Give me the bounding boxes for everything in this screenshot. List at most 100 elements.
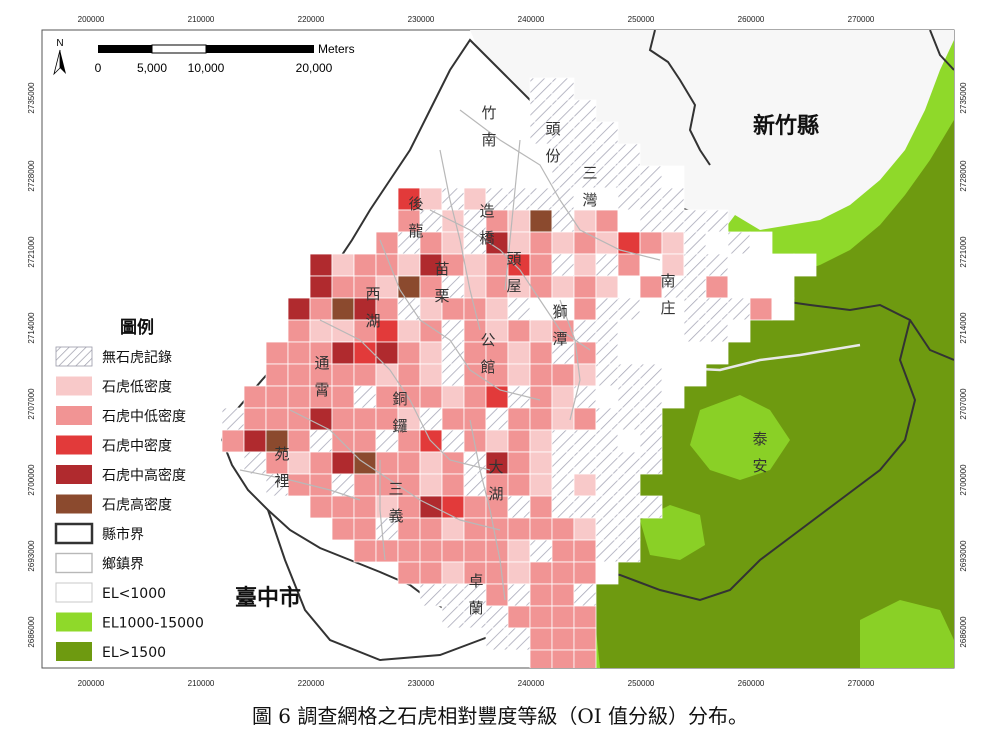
grid-cell	[639, 407, 663, 431]
grid-cell	[529, 319, 553, 343]
grid-cell	[617, 363, 641, 387]
grid-cell	[507, 407, 531, 431]
place-label-taian: 泰安	[752, 430, 767, 475]
grid-cell	[617, 539, 641, 563]
grid-cell	[485, 627, 509, 651]
grid-cell	[529, 473, 553, 497]
grid-cell	[551, 429, 575, 453]
x-tick-label: 270000	[848, 15, 875, 24]
grid-cell	[551, 165, 575, 189]
grid-cell	[331, 517, 355, 541]
grid-cell	[617, 319, 641, 343]
grid-cell	[287, 341, 311, 365]
x-tick-label: 250000	[628, 679, 655, 688]
place-label-yuanli: 苑裡	[274, 445, 289, 490]
grid-cell	[683, 231, 707, 255]
x-tick-label: 260000	[738, 679, 765, 688]
grid-cell	[683, 253, 707, 277]
grid-cell	[397, 275, 421, 299]
grid-cell	[441, 429, 465, 453]
grid-cell	[507, 341, 531, 365]
grid-cell	[639, 385, 663, 409]
grid-cell	[573, 583, 597, 607]
grid-cell	[727, 253, 751, 277]
grid-cell	[441, 539, 465, 563]
grid-cell	[551, 253, 575, 277]
y-tick-label: 2714000	[27, 312, 36, 344]
grid-cell	[507, 187, 531, 211]
grid-cell	[419, 363, 443, 387]
place-label-dahu: 大湖	[488, 458, 503, 503]
grid-cell	[507, 363, 531, 387]
y-tick-label: 2700000	[27, 464, 36, 496]
place-label-xihu: 西湖	[365, 285, 380, 330]
grid-cell	[573, 275, 597, 299]
grid-cell	[529, 341, 553, 365]
grid-cell	[595, 209, 619, 233]
x-tick-label: 260000	[738, 15, 765, 24]
place-label-tongluo: 銅鑼	[392, 390, 407, 435]
grid-cell	[419, 385, 443, 409]
grid-cell	[353, 407, 377, 431]
grid-cell	[705, 275, 729, 299]
grid-cell	[441, 561, 465, 585]
grid-cell	[529, 187, 553, 211]
grid-cell	[595, 517, 619, 541]
x-tick-label: 250000	[628, 15, 655, 24]
grid-cell	[551, 495, 575, 519]
grid-cell	[309, 473, 333, 497]
grid-cell	[639, 297, 663, 321]
grid-cell	[617, 187, 641, 211]
grid-cell	[353, 473, 377, 497]
place-label-nanzhuang: 南庄	[660, 272, 675, 317]
grid-cell	[353, 539, 377, 563]
grid-cell	[331, 407, 355, 431]
grid-cell	[529, 99, 553, 123]
grid-cell	[507, 605, 531, 629]
scale-unit: Meters	[318, 42, 355, 56]
grid-cell	[485, 297, 509, 321]
grid-cell	[661, 363, 685, 387]
legend-label: EL1000-15000	[102, 616, 204, 632]
grid-cell	[441, 473, 465, 497]
place-label-zhunan: 竹南	[481, 104, 496, 149]
grid-cell	[617, 407, 641, 431]
grid-cell	[529, 517, 553, 541]
grid-cell	[529, 253, 553, 277]
grid-cell	[419, 341, 443, 365]
grid-cell	[683, 319, 707, 343]
grid-cell	[419, 517, 443, 541]
grid-cell	[331, 297, 355, 321]
legend-label: EL<1000	[102, 586, 166, 602]
grid-cell	[661, 319, 685, 343]
grid-cell	[353, 253, 377, 277]
grid-cell	[397, 319, 421, 343]
town-boundaries	[239, 109, 661, 601]
grid-cell	[397, 451, 421, 475]
grid-cell	[661, 231, 685, 255]
grid-cell	[507, 517, 531, 541]
county-label-taichung: 臺中市	[235, 585, 301, 611]
grid-cell	[705, 297, 729, 321]
grid-cell	[265, 363, 289, 387]
grid-cell	[331, 275, 355, 299]
grid-cell	[573, 231, 597, 255]
grid-cell	[639, 341, 663, 365]
grid-cell	[573, 143, 597, 167]
grid-cell	[375, 341, 399, 365]
grid-cell	[529, 539, 553, 563]
grid-cell	[573, 451, 597, 475]
y-tick-label: 2728000	[959, 160, 968, 192]
grid-cell	[375, 231, 399, 255]
grid-cell	[771, 297, 795, 321]
grid-cell	[529, 363, 553, 387]
grid-cell	[661, 385, 685, 409]
grid-cell	[463, 429, 487, 453]
county-label-hsinchu: 新竹縣	[753, 113, 819, 139]
grid-cell	[573, 473, 597, 497]
grid-cell	[243, 407, 267, 431]
grid-cell	[595, 319, 619, 343]
grid-cell	[419, 561, 443, 585]
grid-cell	[287, 451, 311, 475]
grid-cell	[595, 275, 619, 299]
